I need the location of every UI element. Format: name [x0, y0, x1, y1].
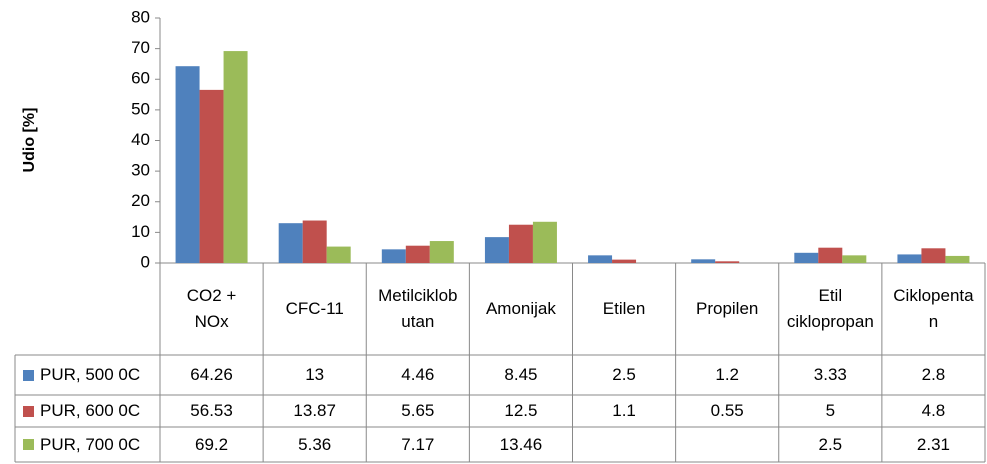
bar — [405, 245, 430, 263]
y-tick-label: 70 — [131, 38, 150, 57]
category-label: Etil ciklopropan — [786, 286, 874, 331]
y-axis-label: Udio [%] — [21, 108, 38, 173]
bar — [818, 247, 843, 263]
legend-entry: PUR, 500 0C — [15, 355, 160, 395]
table-value: 13.87 — [293, 401, 336, 420]
table-value: 12.5 — [504, 401, 538, 420]
table-value: 2.31 — [916, 434, 950, 454]
table-value: 2.8 — [921, 365, 946, 384]
bar — [715, 261, 740, 263]
bar — [842, 255, 867, 263]
y-tick-label: 40 — [131, 130, 150, 149]
legend-label: PUR, 700 0C — [40, 434, 141, 454]
y-tick-label: 0 — [141, 252, 150, 271]
bar — [508, 224, 533, 263]
table-value: 56.53 — [190, 401, 233, 420]
table-value: 1.1 — [612, 401, 636, 420]
table-value: 4.8 — [921, 401, 946, 420]
y-tick-label: 80 — [131, 7, 150, 26]
table-value: 64.26 — [190, 365, 233, 384]
table-value: 69.2 — [195, 434, 229, 454]
bar — [326, 246, 351, 263]
bar — [794, 252, 819, 263]
bar — [588, 255, 613, 263]
category-label: Propilen — [696, 299, 759, 318]
bar — [691, 259, 716, 263]
legend-entry: PUR, 600 0C — [15, 395, 160, 427]
bar — [223, 51, 248, 264]
bar — [921, 248, 946, 263]
legend-swatch — [23, 405, 34, 417]
bar — [897, 254, 922, 263]
bar — [612, 259, 637, 263]
y-tick-label: 20 — [131, 191, 150, 210]
y-tick-label: 30 — [131, 161, 150, 180]
bar — [429, 241, 454, 263]
bar — [278, 223, 303, 263]
table-value: 13 — [305, 365, 325, 384]
legend-swatch — [23, 369, 34, 381]
table-value: 13.46 — [499, 434, 543, 454]
table-value: 5.36 — [298, 434, 332, 454]
bar — [381, 249, 406, 263]
category-label: Amonijak — [485, 299, 556, 318]
table-value: 5.65 — [401, 401, 435, 420]
category-label: Ciklopentan — [893, 286, 974, 331]
bar — [302, 220, 327, 263]
bar — [532, 221, 557, 263]
table-value: 4.46 — [401, 365, 435, 384]
legend-entry: PUR, 700 0C — [15, 427, 160, 462]
legend-label: PUR, 600 0C — [40, 401, 141, 420]
table-value: 5 — [825, 401, 836, 420]
table-value: 8.45 — [504, 365, 538, 384]
bar — [175, 66, 200, 263]
table-value: 1.2 — [715, 365, 739, 384]
category-label: CFC-11 — [285, 299, 344, 318]
category-label: CO2 + NOx — [186, 286, 237, 331]
y-tick-label: 10 — [131, 222, 150, 241]
legend-swatch — [23, 439, 34, 450]
table-value: 7.17 — [401, 434, 435, 454]
bar — [199, 89, 224, 263]
table-value: 2.5 — [818, 434, 843, 454]
table-value: 0.55 — [710, 401, 744, 420]
bar — [945, 255, 970, 263]
category-label: Etilen — [602, 299, 646, 318]
category-label: Metilciklobutan — [378, 286, 458, 331]
table-value: 2.5 — [612, 365, 636, 384]
y-tick-label: 50 — [131, 99, 150, 118]
legend-label: PUR, 500 0C — [40, 365, 141, 384]
bar — [484, 237, 509, 263]
y-tick-label: 60 — [131, 69, 150, 88]
table-value: 3.33 — [813, 365, 847, 384]
